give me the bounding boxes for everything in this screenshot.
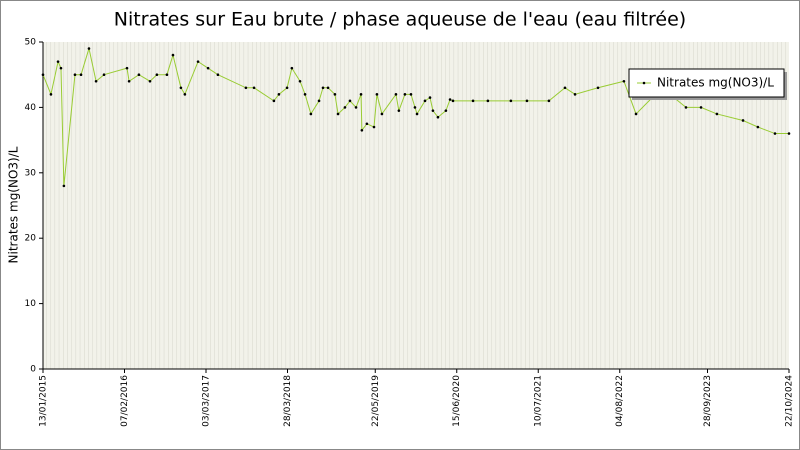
- data-point: [360, 128, 364, 132]
- data-point: [179, 86, 183, 90]
- data-point: [622, 79, 626, 83]
- x-tick-label: 28/09/2023: [703, 375, 713, 427]
- data-point: [359, 93, 363, 96]
- data-point: [56, 60, 60, 63]
- x-tick-label: 15/06/2020: [452, 375, 462, 427]
- data-point: [272, 99, 276, 103]
- x-tick-label: 07/02/2016: [120, 375, 130, 427]
- data-point: [423, 99, 427, 103]
- data-point: [183, 93, 187, 96]
- data-point: [596, 86, 600, 90]
- data-point: [715, 112, 719, 116]
- data-point: [403, 93, 407, 96]
- data-point: [773, 132, 777, 135]
- data-point: [428, 96, 432, 99]
- legend-marker: [642, 81, 646, 85]
- series-line: [42, 46, 789, 186]
- data-point: [206, 66, 210, 70]
- data-point: [303, 93, 307, 96]
- data-point: [317, 99, 321, 103]
- data-point: [41, 73, 45, 76]
- data-point: [756, 125, 760, 129]
- data-point: [380, 112, 384, 116]
- data-point: [290, 66, 294, 70]
- data-point: [277, 93, 281, 96]
- data-point: [634, 112, 638, 116]
- x-tick-label: 13/01/2015: [39, 375, 49, 427]
- data-point: [244, 86, 248, 90]
- data-point: [62, 184, 66, 188]
- y-tick-label: 30: [25, 168, 37, 178]
- data-point: [397, 109, 401, 112]
- data-point: [431, 109, 435, 112]
- data-point: [94, 79, 98, 83]
- data-point: [79, 73, 83, 76]
- data-point: [684, 106, 688, 109]
- x-tick-label: 04/08/2022: [615, 375, 625, 427]
- legend-label: Nitrates mg(NO3)/L: [657, 76, 774, 90]
- data-point: [573, 93, 577, 96]
- chart-title: Nitrates sur Eau brute / phase aqueuse d…: [114, 9, 686, 31]
- data-point: [155, 73, 159, 76]
- data-point: [125, 66, 129, 70]
- y-tick-label: 0: [30, 365, 36, 375]
- y-tick-label: 50: [25, 38, 37, 48]
- data-point: [336, 112, 340, 116]
- data-point: [486, 99, 490, 103]
- data-point: [165, 73, 169, 76]
- data-point: [365, 122, 369, 126]
- data-point: [333, 93, 337, 96]
- y-tick-label: 40: [25, 103, 37, 113]
- data-point: [413, 106, 417, 109]
- x-tick-label: 22/10/2024: [785, 375, 795, 427]
- data-point: [699, 106, 703, 109]
- data-point: [471, 99, 475, 103]
- data-point: [309, 112, 313, 116]
- data-point: [741, 119, 745, 122]
- x-tick-label: 28/03/2018: [283, 375, 293, 427]
- y-tick-label: 20: [25, 234, 37, 244]
- data-point: [509, 99, 513, 103]
- data-point: [285, 86, 289, 90]
- data-point: [409, 93, 413, 96]
- data-point: [525, 99, 529, 103]
- data-point: [354, 106, 358, 109]
- data-point: [415, 112, 419, 116]
- data-point: [451, 99, 455, 103]
- y-axis-label: Nitrates mg(NO3)/L: [7, 146, 21, 263]
- data-point: [87, 47, 91, 50]
- x-tick-label: 22/05/2019: [371, 375, 381, 427]
- data-point: [326, 86, 330, 90]
- data-point: [196, 60, 200, 63]
- data-point: [298, 79, 302, 83]
- data-point: [102, 73, 106, 76]
- data-point: [372, 125, 376, 129]
- data-point: [321, 86, 325, 90]
- data-point: [59, 66, 63, 70]
- data-point: [436, 115, 440, 119]
- data-point: [216, 73, 220, 76]
- data-point: [73, 73, 77, 76]
- legend-box: [628, 68, 785, 98]
- data-point: [343, 106, 347, 109]
- data-point: [137, 73, 141, 76]
- data-point: [563, 86, 567, 90]
- x-tick-label: 03/03/2017: [201, 375, 211, 427]
- data-point: [547, 99, 551, 103]
- data-point: [444, 109, 448, 112]
- data-point: [148, 79, 152, 83]
- data-point: [171, 53, 175, 57]
- y-tick-label: 10: [25, 299, 37, 309]
- data-point: [375, 93, 379, 96]
- data-point: [348, 99, 352, 103]
- data-point: [448, 98, 452, 101]
- x-tick-label: 10/07/2021: [534, 375, 544, 427]
- data-point: [49, 93, 53, 96]
- data-point: [394, 93, 398, 96]
- data-point: [127, 79, 131, 83]
- data-point: [252, 86, 256, 90]
- data-point: [787, 132, 791, 135]
